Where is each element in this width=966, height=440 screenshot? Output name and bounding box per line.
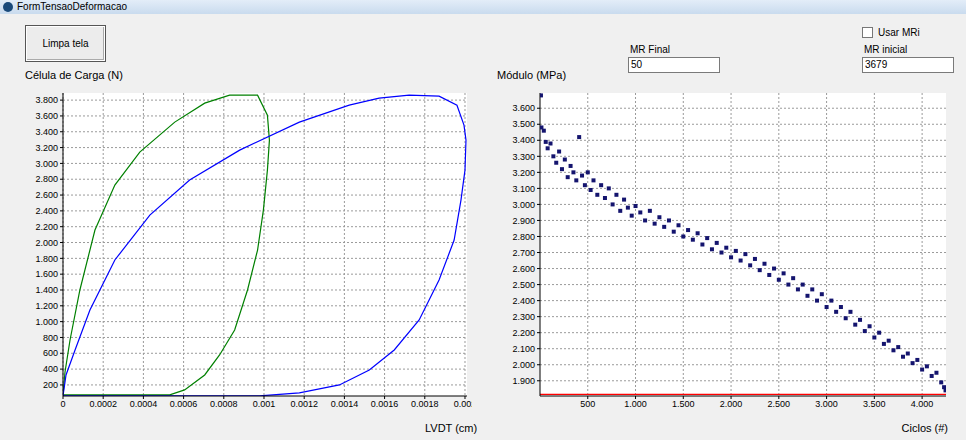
svg-text:1.500: 1.500 xyxy=(672,399,695,409)
svg-text:2.900: 2.900 xyxy=(512,216,535,226)
svg-text:2.200: 2.200 xyxy=(512,328,535,338)
svg-text:3.100: 3.100 xyxy=(512,184,535,194)
svg-text:0.0018: 0.0018 xyxy=(411,399,439,409)
svg-text:3.500: 3.500 xyxy=(512,119,535,129)
svg-text:0.002: 0.002 xyxy=(454,399,472,409)
svg-text:2.300: 2.300 xyxy=(512,312,535,322)
svg-text:2.600: 2.600 xyxy=(512,264,535,274)
svg-text:2.000: 2.000 xyxy=(512,360,535,370)
svg-text:2.400: 2.400 xyxy=(512,296,535,306)
svg-text:500: 500 xyxy=(580,399,595,409)
svg-text:2.000: 2.000 xyxy=(35,238,58,248)
svg-text:3.500: 3.500 xyxy=(863,399,886,409)
svg-text:3.200: 3.200 xyxy=(512,168,535,178)
svg-text:3.600: 3.600 xyxy=(35,111,58,121)
svg-text:1.800: 1.800 xyxy=(35,254,58,264)
html-text:Ciclos (#): Ciclos (#) xyxy=(901,422,948,434)
svg-text:3.600: 3.600 xyxy=(512,103,535,113)
svg-text:0.0004: 0.0004 xyxy=(130,399,158,409)
svg-text:1.600: 1.600 xyxy=(35,269,58,279)
html-text:MR Final: MR Final xyxy=(630,44,670,55)
svg-text:200: 200 xyxy=(43,380,58,390)
svg-text:2.600: 2.600 xyxy=(35,190,58,200)
svg-text:0: 0 xyxy=(60,399,65,409)
svg-text:3.400: 3.400 xyxy=(35,127,58,137)
svg-text:2.100: 2.100 xyxy=(512,344,535,354)
svg-text:3.000: 3.000 xyxy=(512,200,535,210)
svg-text:2.800: 2.800 xyxy=(512,232,535,242)
html-text:Módulo (MPa): Módulo (MPa) xyxy=(497,69,567,81)
svg-text:2.500: 2.500 xyxy=(512,280,535,290)
svg-text:1.000: 1.000 xyxy=(35,317,58,327)
svg-text:3.000: 3.000 xyxy=(35,159,58,169)
svg-text:2.700: 2.700 xyxy=(512,248,535,258)
html-text:3679: 3679 xyxy=(865,59,888,70)
svg-text:0.0008: 0.0008 xyxy=(210,399,238,409)
html-text:Limpa tela: Limpa tela xyxy=(42,38,89,49)
svg-text:0.0006: 0.0006 xyxy=(170,399,198,409)
svg-text:1.900: 1.900 xyxy=(512,376,535,386)
svg-text:3.200: 3.200 xyxy=(35,143,58,153)
svg-text:2.000: 2.000 xyxy=(720,399,743,409)
svg-text:800: 800 xyxy=(43,333,58,343)
svg-text:2.500: 2.500 xyxy=(768,399,791,409)
svg-text:0.0014: 0.0014 xyxy=(331,399,359,409)
html-text:50: 50 xyxy=(631,59,643,70)
svg-text:2.400: 2.400 xyxy=(35,206,58,216)
svg-text:4.000: 4.000 xyxy=(911,399,934,409)
html-text:Célula de Carga (N): Célula de Carga (N) xyxy=(25,69,123,81)
html-text:MR inicial: MR inicial xyxy=(864,44,908,55)
svg-text:3.800: 3.800 xyxy=(35,95,58,105)
svg-text:0.0002: 0.0002 xyxy=(89,399,117,409)
svg-text:400: 400 xyxy=(43,364,58,374)
html-text:FormTensaoDeformacao: FormTensaoDeformacao xyxy=(17,1,127,12)
svg-text:1.400: 1.400 xyxy=(35,285,58,295)
html-text:LVDT (cm): LVDT (cm) xyxy=(425,422,478,434)
svg-text:3.400: 3.400 xyxy=(512,135,535,145)
svg-text:3.000: 3.000 xyxy=(815,399,838,409)
svg-text:3.300: 3.300 xyxy=(512,152,535,162)
svg-text:1.200: 1.200 xyxy=(35,301,58,311)
svg-text:600: 600 xyxy=(43,348,58,358)
svg-text:0.001: 0.001 xyxy=(253,399,276,409)
svg-text:0.0016: 0.0016 xyxy=(371,399,399,409)
svg-text:2.800: 2.800 xyxy=(35,174,58,184)
svg-text:0.0012: 0.0012 xyxy=(290,399,318,409)
svg-text:2.200: 2.200 xyxy=(35,222,58,232)
svg-text:1.000: 1.000 xyxy=(624,399,647,409)
html-text:Usar MRi: Usar MRi xyxy=(878,27,920,38)
